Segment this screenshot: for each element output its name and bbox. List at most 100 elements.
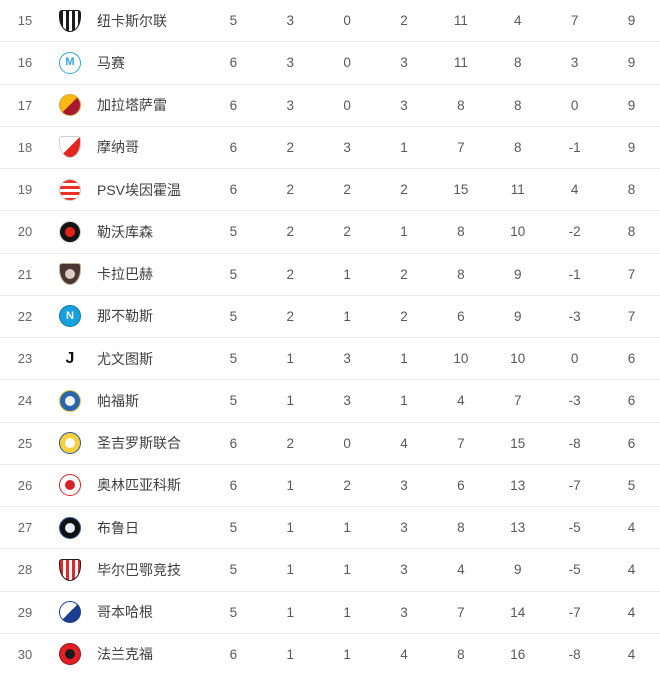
table-row[interactable]: 24 帕福斯 5 1 3 1 4 7 -3 6 <box>0 380 660 423</box>
stat-goals-for: 6 <box>457 477 465 493</box>
stat-played: 5 <box>229 393 238 409</box>
stat-goal-diff: -5 <box>568 520 581 536</box>
stat-drawn: 1 <box>343 604 351 620</box>
stat-played: 5 <box>229 13 238 29</box>
rank-cell: 27 <box>17 520 33 536</box>
stat-won: 1 <box>286 477 295 493</box>
rank-cell: 16 <box>17 55 33 71</box>
stat-played: 5 <box>229 351 238 367</box>
table-row[interactable]: 21 卡拉巴赫 5 2 1 2 8 9 -1 7 <box>0 253 660 296</box>
team-badge-icon <box>59 432 81 455</box>
stat-won: 2 <box>286 308 295 324</box>
stat-goals-for: 4 <box>457 393 465 409</box>
team-badge-icon <box>59 94 81 117</box>
team-badge-icon <box>59 263 81 286</box>
table-row[interactable]: 27 布鲁日 5 1 1 3 8 13 -5 4 <box>0 507 660 550</box>
team-name: 尤文图斯 <box>97 350 153 367</box>
badge-inner-mark <box>65 438 75 449</box>
rank-cell: 29 <box>17 604 33 620</box>
stat-goals-for: 11 <box>453 55 468 71</box>
table-row[interactable]: 20 勒沃库森 5 2 2 1 8 10 -2 8 <box>0 211 660 254</box>
stat-goal-diff: 3 <box>570 55 579 71</box>
stat-goals-for: 11 <box>453 13 468 29</box>
stat-drawn: 2 <box>343 182 351 198</box>
rank-cell: 30 <box>17 646 33 662</box>
stat-goal-diff: -5 <box>568 562 581 578</box>
stat-goal-diff: -1 <box>568 266 581 282</box>
stat-goals-against: 4 <box>514 13 522 29</box>
badge-glyph: N <box>66 309 74 322</box>
table-row[interactable]: 18 摩纳哥 6 2 3 1 7 8 -1 9 <box>0 126 660 169</box>
stat-drawn: 0 <box>343 13 351 29</box>
stat-lost: 4 <box>400 646 408 662</box>
stat-points: 9 <box>627 139 636 155</box>
stat-lost: 2 <box>400 182 408 198</box>
badge-inner-mark <box>65 269 75 280</box>
team-badge-icon <box>59 220 81 243</box>
team-name: 毕尔巴鄂竞技 <box>97 561 181 578</box>
stat-points: 6 <box>627 351 636 367</box>
stat-points: 8 <box>627 224 636 240</box>
table-row[interactable]: 25 圣吉罗斯联合 6 2 0 4 7 15 -8 6 <box>0 422 660 465</box>
rank-cell: 19 <box>17 182 33 198</box>
stat-drawn: 1 <box>343 266 351 282</box>
table-row[interactable]: 26 奥林匹亚科斯 6 1 2 3 6 13 -7 5 <box>0 464 660 507</box>
badge-glyph: M <box>65 56 75 69</box>
table-row[interactable]: 22 N 那不勒斯 5 2 1 2 6 9 -3 7 <box>0 295 660 338</box>
stat-won: 1 <box>286 393 295 409</box>
rank-cell: 20 <box>17 224 33 240</box>
stat-won: 1 <box>286 520 295 536</box>
rank-cell: 24 <box>17 393 33 409</box>
stat-won: 1 <box>286 646 295 662</box>
stat-goals-for: 8 <box>457 520 465 536</box>
stat-points: 9 <box>627 13 636 29</box>
table-row[interactable]: 15 纽卡斯尔联 5 3 0 2 11 4 7 9 <box>0 0 660 43</box>
stat-goals-against: 9 <box>514 308 522 324</box>
rank-cell: 28 <box>17 562 33 578</box>
table-row[interactable]: 28 毕尔巴鄂竞技 5 1 1 3 4 9 -5 4 <box>0 549 660 592</box>
table-row[interactable]: 29 哥本哈根 5 1 1 3 7 14 -7 4 <box>0 591 660 634</box>
stat-played: 6 <box>229 139 238 155</box>
team-badge-icon: M <box>59 51 81 74</box>
stat-lost: 2 <box>400 13 408 29</box>
stat-goals-against: 13 <box>510 520 526 536</box>
stat-goals-against: 9 <box>514 266 522 282</box>
stat-drawn: 0 <box>343 55 351 71</box>
stat-goals-against: 10 <box>510 224 526 240</box>
table-row[interactable]: 17 加拉塔萨雷 6 3 0 3 8 8 0 9 <box>0 84 660 127</box>
stat-lost: 3 <box>400 604 408 620</box>
stat-lost: 3 <box>400 55 408 71</box>
team-badge-icon: J <box>59 347 81 370</box>
badge-inner-mark <box>65 395 75 406</box>
stat-goal-diff: 4 <box>570 182 579 198</box>
team-badge-icon: N <box>59 305 81 328</box>
stat-points: 6 <box>627 393 636 409</box>
team-badge-icon <box>59 643 81 666</box>
table-row[interactable]: 19 PSV埃因霍温 6 2 2 2 15 11 4 8 <box>0 169 660 212</box>
stat-goals-against: 13 <box>510 477 526 493</box>
stat-lost: 3 <box>400 477 408 493</box>
rank-cell: 18 <box>17 139 33 155</box>
stat-lost: 3 <box>400 97 408 113</box>
team-name: 卡拉巴赫 <box>97 266 153 283</box>
stat-goal-diff: -7 <box>568 477 581 493</box>
stat-drawn: 2 <box>343 477 351 493</box>
team-name: PSV埃因霍温 <box>97 181 182 198</box>
stat-points: 4 <box>627 604 636 620</box>
stat-points: 8 <box>627 182 636 198</box>
team-name: 法兰克福 <box>97 646 153 663</box>
table-row[interactable]: 30 法兰克福 6 1 1 4 8 16 -8 4 <box>0 633 660 675</box>
team-name: 马赛 <box>97 54 125 71</box>
stat-lost: 1 <box>400 393 408 409</box>
stat-points: 7 <box>627 266 636 282</box>
table-row[interactable]: 23 J 尤文图斯 5 1 3 1 10 10 0 6 <box>0 338 660 381</box>
stat-drawn: 0 <box>343 97 351 113</box>
stat-points: 5 <box>627 477 636 493</box>
team-name: 那不勒斯 <box>97 308 153 325</box>
team-name: 加拉塔萨雷 <box>97 97 167 114</box>
stat-lost: 3 <box>400 562 408 578</box>
table-row[interactable]: 16 M 马赛 6 3 0 3 11 8 3 9 <box>0 42 660 85</box>
stat-drawn: 3 <box>343 139 351 155</box>
